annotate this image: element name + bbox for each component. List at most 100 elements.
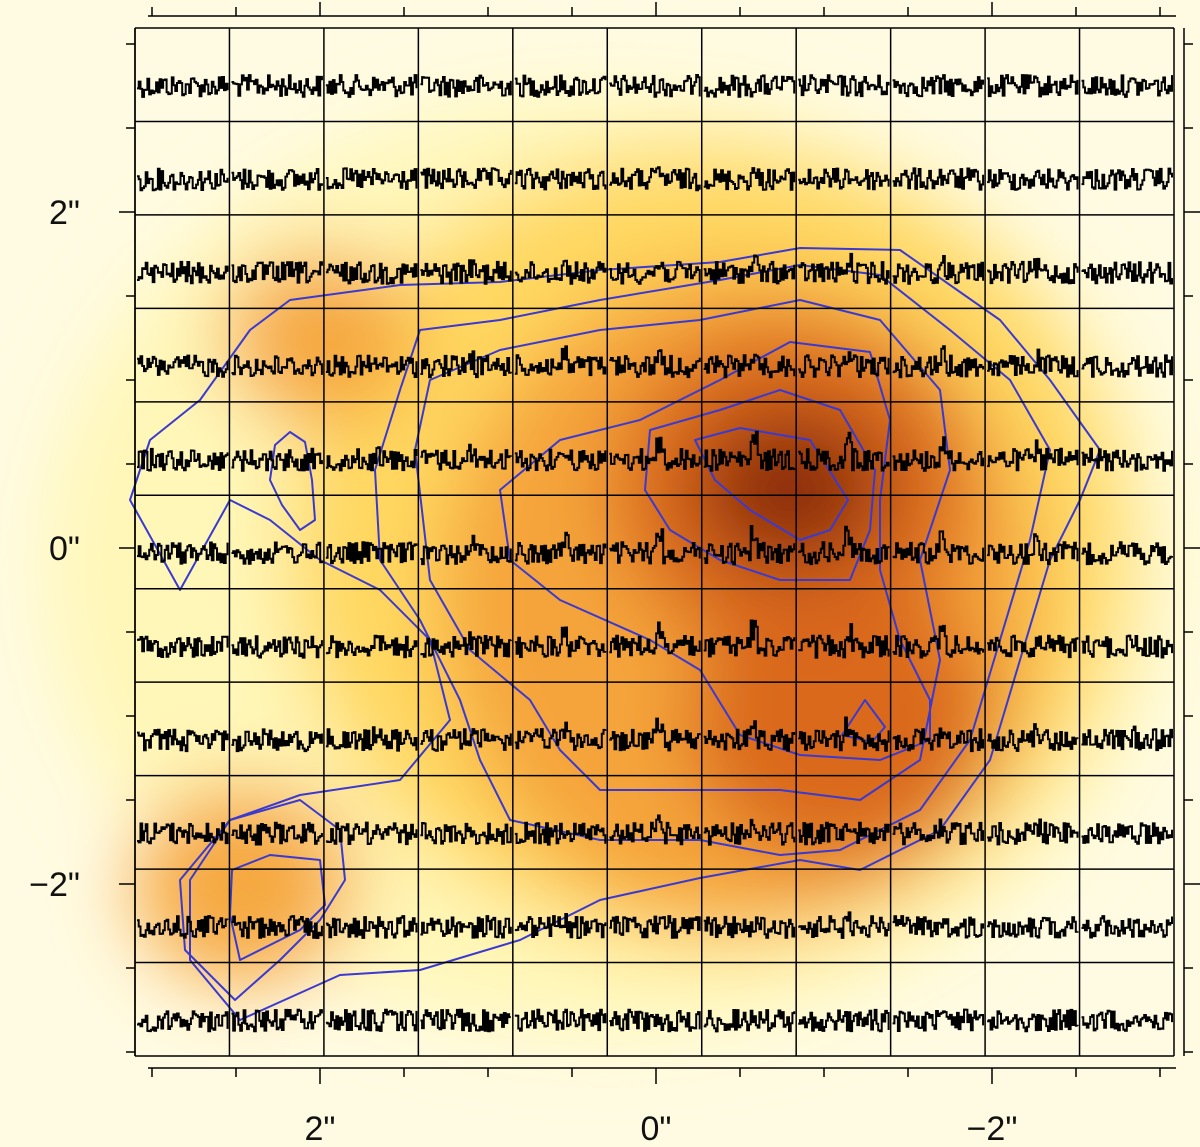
spectrum-r4-c4	[514, 448, 607, 472]
spectrum-r4-c5	[609, 436, 701, 471]
spectrum-r1-c6	[703, 167, 796, 191]
spectrum-r0-c6	[703, 74, 796, 98]
spectrum-r7-c5	[609, 717, 701, 752]
spectrum-r2-c7	[798, 252, 890, 285]
spectrum-r3-c6	[703, 353, 796, 379]
spectrum-r10-c0	[137, 1010, 229, 1033]
spectrum-r7-c0	[137, 728, 229, 753]
spectrum-r3-c7	[798, 351, 890, 378]
spectrum-r1-c0	[137, 167, 229, 192]
heatmap-peak-3	[224, 250, 416, 426]
spectrum-r4-c7	[798, 431, 890, 472]
spectrum-r6-c10	[1081, 634, 1173, 659]
spectrum-r5-c9	[987, 533, 1079, 566]
spectrum-r1-c10	[1081, 167, 1173, 191]
spectrum-r6-c0	[137, 635, 229, 658]
spectrum-r7-c7	[798, 716, 890, 752]
y-tick-label: 2"	[49, 194, 80, 232]
spectrum-r3-c5	[609, 349, 701, 379]
spectrum-r5-c0	[137, 541, 229, 565]
spectrum-r5-c2	[325, 541, 418, 565]
spectrum-r7-c10	[1081, 725, 1173, 752]
spectrum-r6-c9	[987, 634, 1079, 659]
spectrum-r1-c9	[987, 168, 1079, 191]
spectrum-r6-c7	[798, 623, 890, 659]
spectrum-r6-c1	[231, 635, 323, 659]
spectrum-r10-c4	[514, 1008, 607, 1032]
spectrum-r8-c7	[798, 821, 890, 846]
contour-line-1	[269, 431, 316, 531]
contour-lines	[129, 247, 1101, 1021]
contour-line-0	[129, 247, 1101, 1021]
spectrum-r7-c9	[987, 723, 1079, 752]
spectrum-r0-c3	[420, 74, 512, 98]
spectrum-r9-c1	[231, 915, 323, 939]
spectrum-r7-c6	[703, 720, 796, 752]
spectrum-r3-c8	[892, 345, 985, 379]
spectrum-r0-c5	[609, 74, 701, 98]
spectrum-r9-c3	[420, 915, 512, 939]
spectrum-r3-c0	[137, 354, 229, 378]
y-tick-label: 0"	[49, 530, 80, 568]
spectrum-r6-c5	[609, 621, 701, 658]
contour-line-9	[229, 854, 326, 961]
spectrum-r1-c7	[798, 167, 890, 191]
spectrum-r7-c8	[892, 727, 985, 753]
spectrum-r8-c9	[987, 818, 1079, 846]
spectrum-r2-c3	[420, 259, 512, 285]
spectrum-r10-c8	[892, 1008, 985, 1032]
contour-line-6	[694, 427, 849, 541]
contour-line-3	[414, 299, 951, 801]
spectrum-r9-c4	[514, 913, 607, 939]
spectrum-r2-c1	[231, 261, 323, 284]
spectrum-r2-c10	[1081, 261, 1173, 285]
spectrum-r5-c8	[892, 530, 985, 565]
spectrum-r8-c0	[137, 822, 229, 845]
spectrum-r3-c1	[231, 354, 323, 377]
spectrum-r2-c0	[137, 260, 229, 285]
spectrum-r4-c1	[231, 447, 323, 472]
spectrum-r10-c9	[987, 1008, 1079, 1033]
spectrum-r4-c0	[137, 447, 229, 472]
spectrum-r8-c10	[1081, 822, 1173, 845]
spectrum-r7-c2	[325, 726, 418, 752]
spectrum-r0-c2	[325, 74, 418, 98]
spectrum-r3-c10	[1081, 354, 1173, 378]
spectrum-r0-c0	[137, 76, 229, 98]
axes	[119, 2, 1200, 1084]
spectrum-r8-c8	[892, 818, 985, 846]
spectrum-r0-c10	[1081, 74, 1173, 98]
spectrum-r1-c5	[609, 166, 701, 192]
spectrum-r2-c8	[892, 255, 985, 285]
spectrum-r5-c3	[420, 534, 512, 566]
spectrum-r7-c3	[420, 728, 512, 752]
spectrum-r6-c6	[703, 619, 796, 658]
spectrum-r10-c1	[231, 1008, 323, 1033]
spectrum-r9-c7	[798, 911, 890, 939]
spectrum-r8-c6	[703, 818, 796, 846]
spectrum-r0-c7	[798, 74, 890, 98]
spectrum-r2-c6	[703, 254, 796, 285]
spectrum-r0-c8	[892, 74, 985, 98]
spectrum-r5-c10	[1081, 541, 1173, 566]
heatmap-core-0	[695, 409, 886, 570]
spectrum-r7-c4	[514, 721, 607, 751]
spectrum-r9-c2	[325, 915, 418, 939]
spectrum-r4-c10	[1081, 447, 1173, 472]
spectrum-r0-c1	[231, 74, 323, 98]
spectrum-r4-c6	[703, 430, 796, 472]
spectrum-r9-c8	[892, 915, 985, 939]
spectrum-r10-c10	[1081, 1009, 1173, 1032]
spectrum-r9-c5	[609, 915, 701, 939]
spectrum-r9-c10	[1081, 915, 1173, 939]
spectrum-r7-c1	[231, 728, 323, 753]
spectrum-r1-c3	[420, 167, 512, 190]
spectrum-r5-c1	[231, 541, 323, 565]
spectra-grid	[134, 27, 1175, 1057]
spectrum-r2-c9	[987, 257, 1079, 285]
spectrum-r3-c3	[420, 350, 512, 379]
spectrum-r5-c6	[703, 525, 796, 566]
spectrum-r9-c0	[137, 915, 229, 939]
spectrum-r8-c5	[609, 814, 701, 846]
